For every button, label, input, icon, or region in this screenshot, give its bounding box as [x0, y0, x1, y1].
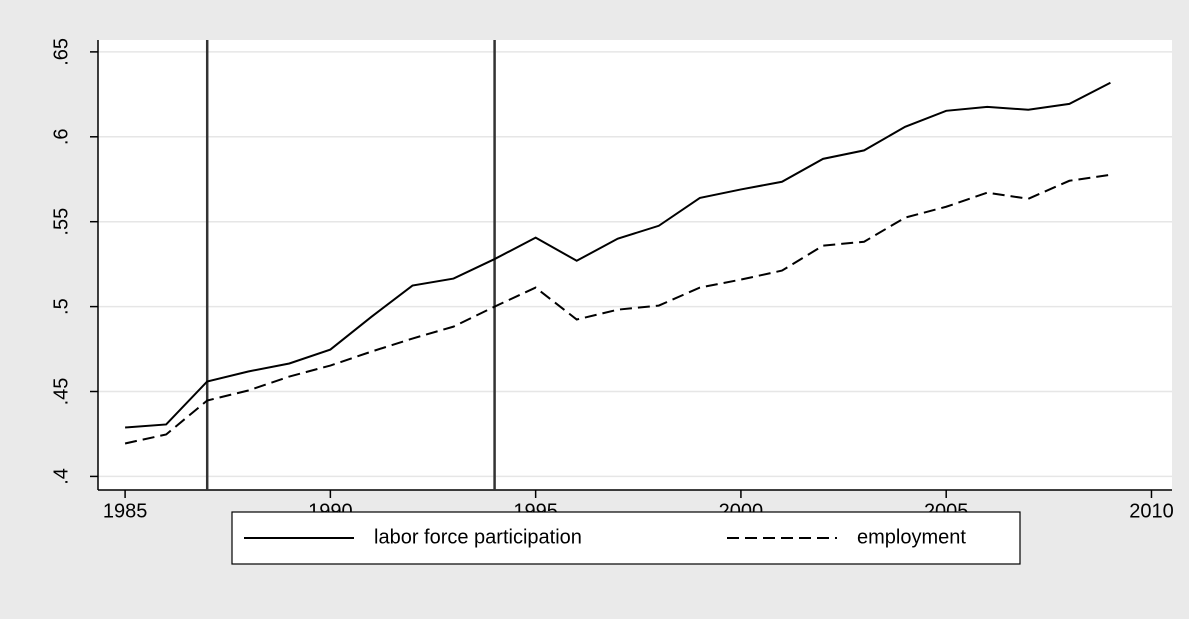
x-tick-label: 2010	[1129, 500, 1174, 522]
y-tick-label: .5	[50, 298, 72, 315]
y-tick-label: .65	[50, 38, 72, 66]
series-line	[125, 81, 1111, 429]
legend-label: employment	[857, 526, 966, 548]
y-tick-label: .55	[50, 208, 72, 236]
x-tick-label: 1985	[103, 500, 148, 522]
series-line	[124, 173, 1111, 445]
legend-box	[231, 511, 1021, 565]
legend-label: labor force participation	[374, 526, 582, 548]
plot-area	[98, 40, 1172, 490]
y-tick-label: .4	[50, 468, 72, 485]
y-tick-label: .45	[50, 378, 72, 406]
y-tick-label: .6	[50, 128, 72, 145]
